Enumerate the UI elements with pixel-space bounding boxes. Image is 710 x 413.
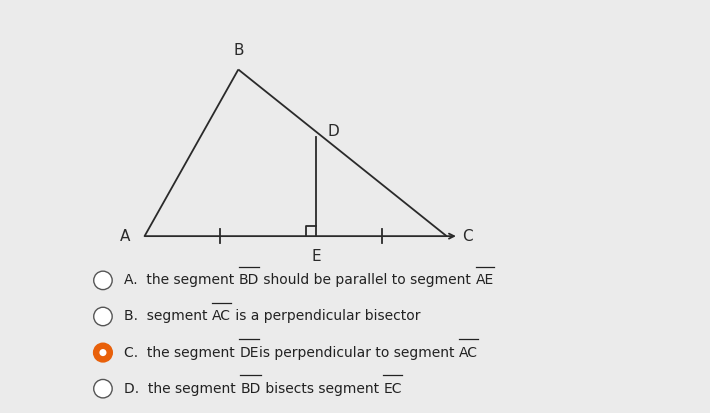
Text: B.  segment: B. segment — [124, 309, 212, 323]
Text: AC: AC — [459, 346, 478, 360]
Text: C: C — [462, 229, 473, 244]
Text: AC: AC — [212, 309, 231, 323]
Text: D: D — [328, 124, 339, 140]
Text: EC: EC — [383, 382, 402, 396]
Text: should be parallel to segment: should be parallel to segment — [259, 273, 476, 287]
Text: BD: BD — [241, 382, 261, 396]
Text: D.  the segment: D. the segment — [124, 382, 241, 396]
Ellipse shape — [94, 343, 112, 362]
Ellipse shape — [94, 271, 112, 290]
Text: C.  the segment: C. the segment — [124, 346, 239, 360]
Text: E: E — [312, 249, 321, 264]
Text: is perpendicular to segment: is perpendicular to segment — [259, 346, 459, 360]
Text: AE: AE — [476, 273, 493, 287]
Text: DE: DE — [239, 346, 259, 360]
Text: is a perpendicular bisector: is a perpendicular bisector — [231, 309, 420, 323]
Text: A: A — [119, 229, 130, 244]
Text: B: B — [233, 43, 244, 58]
Ellipse shape — [94, 307, 112, 326]
Text: BD: BD — [239, 273, 259, 287]
Ellipse shape — [94, 380, 112, 398]
Ellipse shape — [99, 349, 106, 356]
Text: bisects segment: bisects segment — [261, 382, 383, 396]
Text: A.  the segment: A. the segment — [124, 273, 239, 287]
